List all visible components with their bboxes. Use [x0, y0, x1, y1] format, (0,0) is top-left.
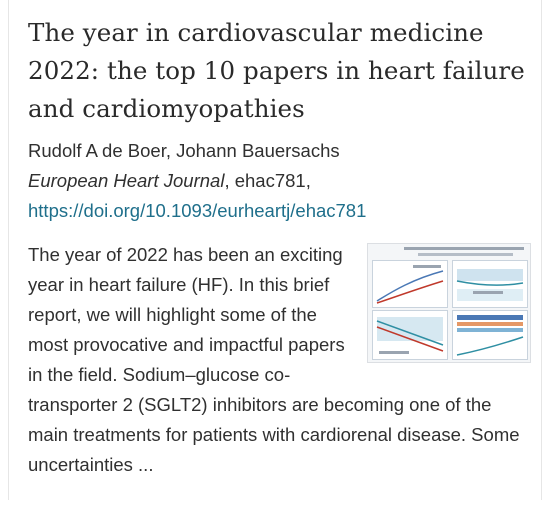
doi-link[interactable]: https://doi.org/10.1093/eurheartj/ehac78…	[28, 200, 367, 221]
article-source: European Heart Journal, ehac781,	[28, 166, 538, 196]
article-card: The year in cardiovascular medicine 2022…	[8, 0, 542, 500]
thumbnail-panel-bands	[452, 260, 528, 308]
article-title[interactable]: The year in cardiovascular medicine 2022…	[28, 18, 525, 123]
thumbnail-panel-decline	[372, 310, 448, 360]
abstract-block: The year of 2022 has been an exciting ye…	[28, 240, 533, 480]
abstract-text: The year of 2022 has been an exciting ye…	[28, 244, 520, 475]
thumbnail-title-line	[404, 247, 524, 250]
article-authors: Rudolf A de Boer, Johann Bauersachs	[28, 140, 340, 161]
thumbnail-subtitle-line	[418, 253, 513, 256]
graphical-abstract-thumbnail[interactable]	[367, 243, 531, 363]
thumbnail-panel-curves	[372, 260, 448, 308]
journal-name: European Heart Journal	[28, 170, 225, 191]
thumbnail-panel-growth	[452, 310, 528, 360]
article-id: , ehac781,	[224, 170, 311, 191]
